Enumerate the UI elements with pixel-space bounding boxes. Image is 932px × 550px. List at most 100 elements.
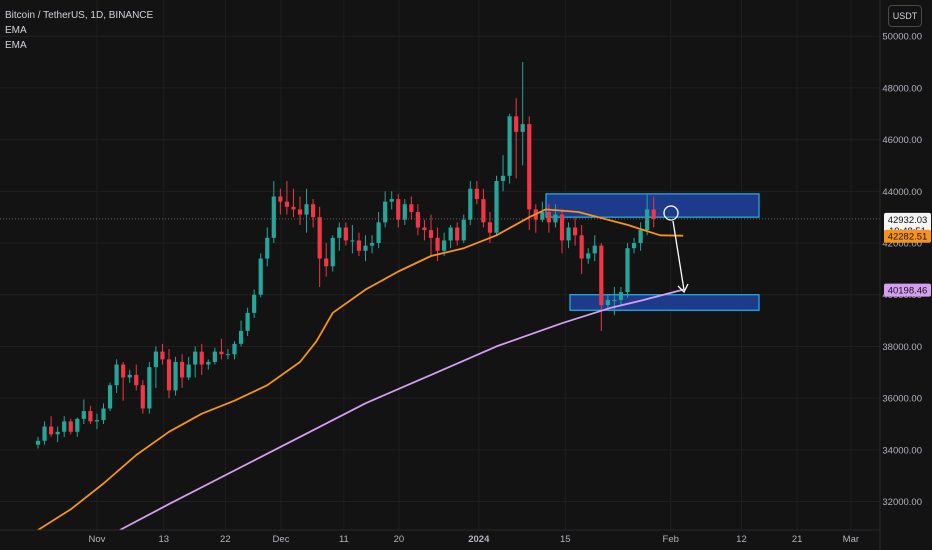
candle-body	[180, 361, 185, 378]
candle-body	[409, 204, 414, 212]
ema-slow-badge-bg	[884, 283, 931, 297]
candle-body	[546, 212, 551, 223]
ema-layer	[37, 208, 684, 531]
candle-body	[199, 351, 204, 365]
last-price-badge-text: 42932.03	[888, 215, 928, 226]
candle-body	[284, 201, 289, 207]
ema-legend-2[interactable]: EMA	[5, 40, 27, 51]
chart-grid	[0, 0, 880, 530]
candle-body	[474, 188, 479, 200]
candle-body	[94, 420, 100, 422]
candle-body	[107, 385, 113, 409]
candle-body	[645, 209, 650, 231]
candle-body	[258, 258, 263, 295]
candle-body	[592, 245, 597, 254]
candles-layer	[0, 62, 880, 449]
ema-line-2	[119, 288, 684, 531]
candle-body	[245, 312, 250, 331]
price-tick-label: 36000.00	[882, 394, 922, 405]
candle-body	[291, 206, 296, 210]
candle-body	[389, 199, 394, 202]
candle-body	[134, 374, 139, 386]
candle-body	[153, 351, 158, 368]
candle-body	[186, 364, 191, 378]
zone-support	[569, 294, 760, 311]
candle-body	[160, 351, 165, 360]
candle-body	[265, 237, 270, 259]
candle-body	[193, 351, 198, 365]
time-tick-label: Dec	[273, 534, 290, 545]
candle-body	[383, 201, 388, 223]
candle-body	[651, 209, 656, 219]
candle-body	[166, 359, 172, 391]
price-tick-label: 50000.00	[882, 32, 922, 43]
time-tick-label: 22	[220, 534, 231, 545]
candle-body	[455, 227, 460, 241]
chart-legend: Bitcoin / TetherUS, 1D, BINANCE EMA EMA	[5, 8, 153, 53]
candle-body	[35, 440, 41, 445]
candle-body	[81, 411, 86, 419]
candle-body	[304, 204, 309, 215]
candle-body	[599, 245, 604, 306]
candle-body	[553, 214, 558, 223]
candle-body	[612, 299, 617, 301]
candle-body	[579, 235, 584, 259]
candle-body	[173, 361, 178, 391]
candle-body	[527, 124, 532, 210]
candle-body	[88, 411, 93, 422]
target-circle	[663, 205, 679, 221]
candle-body	[206, 361, 211, 365]
candle-body	[219, 351, 224, 355]
price-tick-label: 48000.00	[882, 83, 922, 94]
candle-body	[225, 354, 231, 356]
candle-body	[350, 240, 355, 242]
candle-body	[62, 421, 67, 432]
candle-body	[396, 199, 401, 220]
candle-body	[415, 212, 420, 228]
candle-body	[586, 253, 591, 259]
ema-legend-1[interactable]: EMA	[5, 25, 27, 36]
candle-body	[324, 258, 329, 267]
candle-body	[68, 421, 73, 432]
currency-button[interactable]: USDT	[888, 5, 922, 27]
candle-body	[238, 330, 244, 344]
candle-body	[55, 431, 60, 435]
arrow-line	[672, 220, 685, 291]
candle-body	[311, 204, 316, 218]
candle-body	[297, 209, 303, 215]
candle-body	[487, 222, 493, 233]
candle-body	[618, 292, 624, 300]
time-tick-label: 2024	[468, 534, 490, 545]
time-tick-label: 15	[560, 534, 571, 545]
candle-body	[631, 243, 637, 249]
candle-body	[461, 219, 466, 241]
candle-body	[500, 175, 506, 181]
time-tick-label: Feb	[663, 534, 679, 545]
candle-body	[271, 196, 276, 238]
candle-body	[514, 116, 519, 132]
candle-body	[140, 385, 145, 409]
ema-fast-badge-text: 42282.51	[888, 232, 928, 243]
time-tick-label: 20	[394, 534, 405, 545]
price-tick-label: 44000.00	[882, 187, 922, 198]
symbol-title[interactable]: Bitcoin / TetherUS, 1D, BINANCE	[5, 10, 154, 21]
price-tick-label: 46000.00	[882, 135, 922, 146]
candle-body	[101, 408, 106, 421]
candle-body	[363, 245, 368, 251]
candle-body	[638, 230, 643, 244]
candle-body	[448, 227, 453, 241]
candle-body	[402, 204, 407, 220]
candle-body	[330, 237, 335, 267]
price-tick-label: 38000.00	[882, 342, 922, 353]
candle-body	[481, 199, 486, 223]
candle-body	[494, 180, 499, 233]
annotations-layer	[663, 205, 689, 294]
price-tick-label: 34000.00	[882, 445, 922, 456]
candle-body	[121, 364, 126, 378]
candle-body	[252, 294, 257, 313]
candle-body	[605, 299, 610, 306]
time-tick-label: Mar	[843, 534, 859, 545]
candle-body	[559, 214, 565, 241]
